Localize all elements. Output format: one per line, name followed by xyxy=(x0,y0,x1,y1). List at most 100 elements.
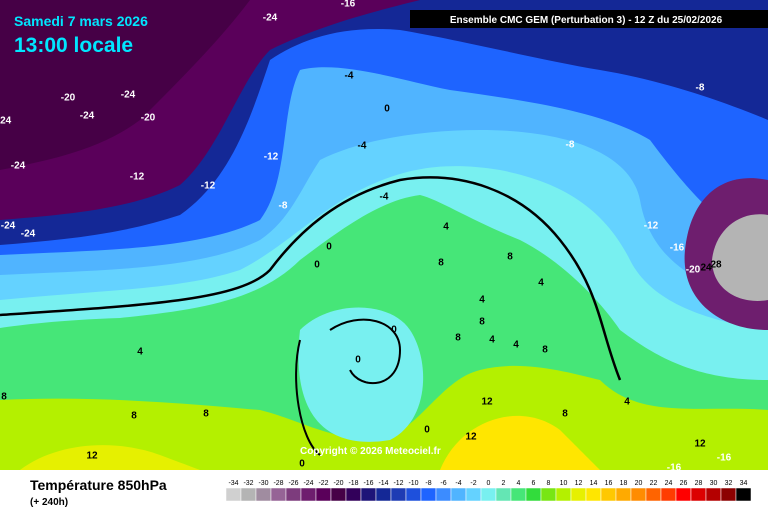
contour-label: 0 xyxy=(384,104,390,115)
time: 13:00 locale xyxy=(14,34,133,57)
legend-swatch xyxy=(285,487,302,502)
legend-swatch xyxy=(225,487,242,502)
legend-swatch xyxy=(345,487,362,502)
legend-label: -8 xyxy=(425,480,431,487)
legend-swatch xyxy=(405,487,422,502)
contour-label: 8 xyxy=(455,333,461,344)
contour-label: 12 xyxy=(481,397,493,408)
contour-label: -8 xyxy=(696,83,705,94)
legend-swatch xyxy=(495,487,512,502)
legend-swatch xyxy=(555,487,572,502)
legend-swatch xyxy=(510,487,527,502)
legend-swatch xyxy=(540,487,557,502)
run-info: Ensemble CMC GEM (Perturbation 3) - 12 Z… xyxy=(450,15,723,26)
legend-label: 26 xyxy=(680,480,688,487)
legend-swatch xyxy=(645,487,662,502)
legend-swatch xyxy=(570,487,587,502)
contour-label: 4 xyxy=(513,340,519,351)
contour-label: 0 xyxy=(424,425,430,436)
contour-label: 12 xyxy=(86,451,98,462)
legend-label: 32 xyxy=(725,480,733,487)
legend-label: -24 xyxy=(303,480,313,487)
legend-swatch xyxy=(480,487,497,502)
contour-label: -16 xyxy=(341,0,356,10)
legend-swatch xyxy=(330,487,347,502)
legend-label: -18 xyxy=(348,480,358,487)
contour-label: 4 xyxy=(443,222,449,233)
contour-label: 0 xyxy=(391,325,397,336)
footer-title: Température 850hPa xyxy=(30,477,167,493)
contour-label: 12 xyxy=(694,439,706,450)
contour-label: -4 xyxy=(380,192,389,203)
contour-labels: -16-24-24-20-24-20-24-24-12-12-12-24-24-… xyxy=(0,0,732,470)
legend-label: -4 xyxy=(455,480,461,487)
legend-label: 28 xyxy=(695,480,703,487)
legend-label: 10 xyxy=(560,480,568,487)
legend-swatch xyxy=(390,487,407,502)
contour-label: -24 xyxy=(21,229,36,240)
contour-label: -12 xyxy=(201,181,216,192)
legend-swatch xyxy=(375,487,392,502)
legend-label: -12 xyxy=(393,480,403,487)
contour-label: 12 xyxy=(465,432,477,443)
contour-label: 0 xyxy=(314,260,320,271)
contour-label: -24 xyxy=(80,111,95,122)
legend-label: 16 xyxy=(605,480,613,487)
contour-label: -12 xyxy=(644,221,659,232)
legend-label: 6 xyxy=(532,480,536,487)
contour-label: -24 xyxy=(1,221,16,232)
legend-swatch xyxy=(300,487,317,502)
contour-label: 0 xyxy=(326,242,332,253)
legend-label: 2 xyxy=(502,480,506,487)
legend-swatch xyxy=(255,487,272,502)
legend-label: -2 xyxy=(470,480,476,487)
run-box xyxy=(410,10,768,28)
contour-label: 8 xyxy=(562,409,568,420)
contour-label: 4 xyxy=(479,295,485,306)
legend-swatch xyxy=(675,487,692,502)
legend-label: 18 xyxy=(620,480,628,487)
legend-swatch xyxy=(420,487,437,502)
legend-swatch xyxy=(600,487,617,502)
contour-label: -24 xyxy=(0,116,12,127)
legend-swatch xyxy=(615,487,632,502)
legend-swatch xyxy=(315,487,332,502)
contour-label: -20 xyxy=(141,113,156,124)
legend-label: -34 xyxy=(228,480,238,487)
color-legend: -34 -32 -30 -28 -26 -24 -22 -20 -18 -16 -14 -12 -10-… xyxy=(225,480,752,502)
legend-swatch xyxy=(660,487,677,502)
legend-label: -20 xyxy=(333,480,343,487)
lead-time: (+ 240h) xyxy=(30,497,68,508)
legend-swatch xyxy=(735,487,752,502)
contour-label: 24 xyxy=(700,263,712,274)
legend-label: 30 xyxy=(710,480,718,487)
legend-label: -16 xyxy=(363,480,373,487)
contour-label: 28 xyxy=(710,260,722,271)
contour-label: 4 xyxy=(538,278,544,289)
legend-swatch xyxy=(720,487,737,502)
legend-label: 34 xyxy=(740,480,748,487)
legend-label: -28 xyxy=(273,480,283,487)
contour-label: 8 xyxy=(542,345,548,356)
legend-label: -10 xyxy=(408,480,418,487)
contour-label: -8 xyxy=(279,201,288,212)
legend-swatch xyxy=(240,487,257,502)
legend-label: 8 xyxy=(547,480,551,487)
contour-label: 8 xyxy=(131,411,137,422)
contour-label: 4 xyxy=(489,335,495,346)
legend-swatch xyxy=(705,487,722,502)
contour-label: 4 xyxy=(624,397,630,408)
contour-label: -16 xyxy=(670,243,685,254)
contour-label: -4 xyxy=(345,71,354,82)
contour-label: 8 xyxy=(438,258,444,269)
legend-label: 24 xyxy=(665,480,673,487)
copyright: Copyright © 2026 Meteociel.fr xyxy=(300,446,441,457)
legend-label: 22 xyxy=(650,480,658,487)
contour-label: -24 xyxy=(263,13,278,24)
legend-label: -32 xyxy=(243,480,253,487)
contour-label: 8 xyxy=(1,392,7,403)
temperature-field xyxy=(0,0,768,470)
contour-label: 0 xyxy=(299,459,305,470)
legend-swatch xyxy=(270,487,287,502)
legend-label: -22 xyxy=(318,480,328,487)
